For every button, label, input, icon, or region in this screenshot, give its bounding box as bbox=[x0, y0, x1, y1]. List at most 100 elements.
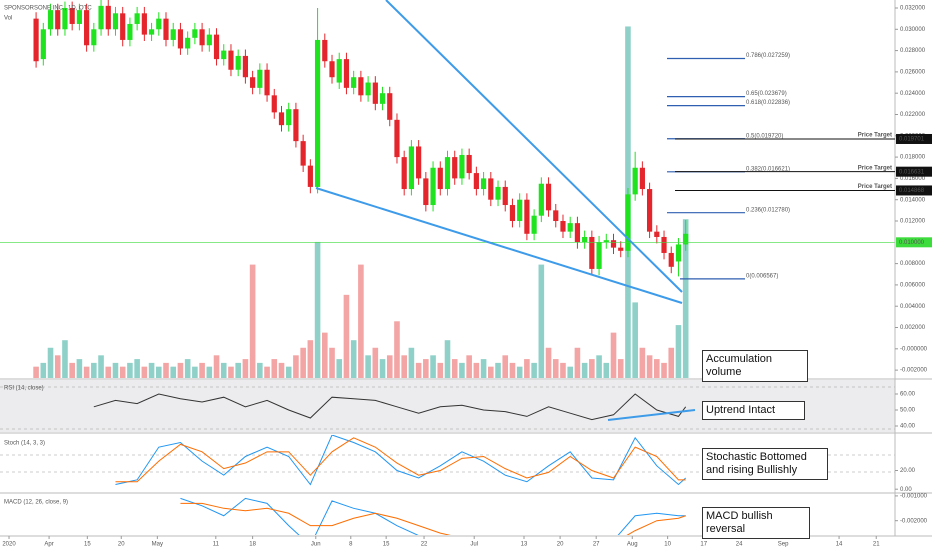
x-tick-label: 15 bbox=[84, 542, 91, 548]
indicator bbox=[180, 497, 686, 535]
price-target-tag bbox=[896, 166, 932, 177]
x-tick-label: May bbox=[152, 542, 163, 548]
volume-bar bbox=[47, 347, 54, 378]
candle-body bbox=[163, 18, 169, 40]
candle-body bbox=[55, 10, 61, 30]
candle-body bbox=[105, 5, 111, 30]
volume-bar bbox=[459, 362, 465, 378]
y-tick-label: 0.024000 bbox=[900, 91, 926, 97]
candle-body bbox=[610, 240, 617, 248]
candle-body bbox=[574, 223, 581, 243]
volume-bar bbox=[589, 359, 595, 378]
volume-bar bbox=[155, 366, 162, 378]
annotation-box: MACD bullish reversal bbox=[702, 507, 810, 539]
candle-body bbox=[300, 141, 306, 166]
volume-bar bbox=[321, 332, 328, 378]
price-target-tag bbox=[896, 133, 932, 144]
x-tick-label: 10 bbox=[664, 542, 671, 548]
candle-body bbox=[408, 146, 415, 190]
candle-body bbox=[365, 82, 371, 96]
x-tick-label: Sep bbox=[778, 542, 789, 548]
y-tick-label: 60.00 bbox=[900, 392, 916, 398]
candle-body bbox=[379, 93, 386, 104]
y-tick-label: 0.028000 bbox=[900, 48, 926, 54]
fib-label: 0.382(0.016621) bbox=[746, 166, 790, 172]
volume-bar bbox=[192, 366, 198, 378]
volume-bar bbox=[408, 347, 415, 378]
candle-body bbox=[213, 34, 220, 60]
volume-bar bbox=[350, 340, 357, 378]
candle-body bbox=[271, 95, 277, 113]
x-tick-label: Jun bbox=[311, 542, 321, 548]
indicator-line bbox=[180, 497, 686, 535]
y-tick-label: 0.022000 bbox=[900, 112, 926, 118]
candle-body bbox=[221, 50, 227, 60]
candle-body bbox=[582, 236, 588, 243]
volume-bar bbox=[509, 362, 516, 378]
volume-bar bbox=[127, 362, 133, 378]
candle-body bbox=[538, 183, 544, 216]
indicator-line bbox=[180, 502, 686, 535]
volume-bar bbox=[524, 359, 530, 378]
candle-body bbox=[351, 77, 357, 88]
volume-bar bbox=[264, 366, 270, 378]
candle-body bbox=[250, 77, 256, 88]
volume-bar bbox=[386, 355, 393, 378]
volume-bar bbox=[480, 359, 487, 378]
candle-body bbox=[235, 55, 241, 70]
x-tick-label: 20 bbox=[557, 542, 564, 548]
volume-bar bbox=[365, 355, 371, 378]
candle-body bbox=[509, 205, 516, 222]
candle-body bbox=[257, 69, 263, 88]
pane-title: RSI (14, close) bbox=[4, 386, 44, 392]
candle-body bbox=[639, 167, 645, 190]
y-tick-label: 0.014000 bbox=[900, 197, 926, 203]
candle-body bbox=[430, 167, 436, 206]
indicator-line bbox=[115, 435, 687, 486]
volume-bar bbox=[516, 366, 523, 378]
candle-body bbox=[683, 233, 689, 245]
y-tick-label: -0.000000 bbox=[900, 346, 928, 352]
candle-body bbox=[401, 157, 407, 190]
x-tick-label: 24 bbox=[736, 542, 743, 548]
candle-body bbox=[553, 210, 559, 222]
volume-bar bbox=[235, 362, 241, 378]
candle-body bbox=[62, 7, 68, 30]
volume-bar bbox=[336, 359, 343, 378]
candle-body bbox=[199, 29, 205, 46]
y-tick-label: -0.002000 bbox=[900, 518, 928, 524]
candle-body bbox=[314, 39, 321, 187]
x-tick-label: 14 bbox=[836, 542, 843, 548]
candle-body bbox=[524, 199, 530, 234]
volume-bars bbox=[33, 26, 689, 378]
candle-body bbox=[488, 178, 494, 200]
candle-body bbox=[416, 146, 422, 179]
pane-title: MACD (12, 26, close, 9) bbox=[4, 500, 68, 506]
candle-body bbox=[589, 236, 595, 269]
indicator-line bbox=[93, 393, 687, 421]
volume-bar bbox=[567, 366, 574, 378]
annotation-box: Stochastic Bottomed and rising Bullishly bbox=[702, 448, 828, 480]
price-target-value: 0.016631 bbox=[899, 169, 925, 175]
volume-bar bbox=[531, 362, 537, 378]
candle-body bbox=[141, 13, 147, 35]
candle-body bbox=[206, 34, 212, 46]
volume-bar bbox=[228, 366, 234, 378]
candle-body bbox=[69, 7, 75, 24]
candle-body bbox=[531, 215, 537, 234]
candle-body bbox=[632, 167, 638, 195]
price-target-label: Price Target bbox=[858, 184, 892, 190]
volume-bar bbox=[300, 347, 306, 378]
volume-bar bbox=[134, 359, 140, 378]
plot-layer bbox=[0, 0, 895, 535]
volume-bar bbox=[206, 366, 213, 378]
price-target-tag bbox=[896, 185, 932, 196]
volume-bar bbox=[40, 362, 47, 378]
volume-bar bbox=[343, 294, 350, 378]
candle-body bbox=[192, 29, 198, 38]
candle-body bbox=[76, 10, 82, 24]
annotation-box: Accumulation volume bbox=[702, 350, 808, 382]
volume-bar bbox=[617, 359, 624, 378]
volume-bar bbox=[646, 355, 653, 378]
volume-bar bbox=[581, 362, 588, 378]
